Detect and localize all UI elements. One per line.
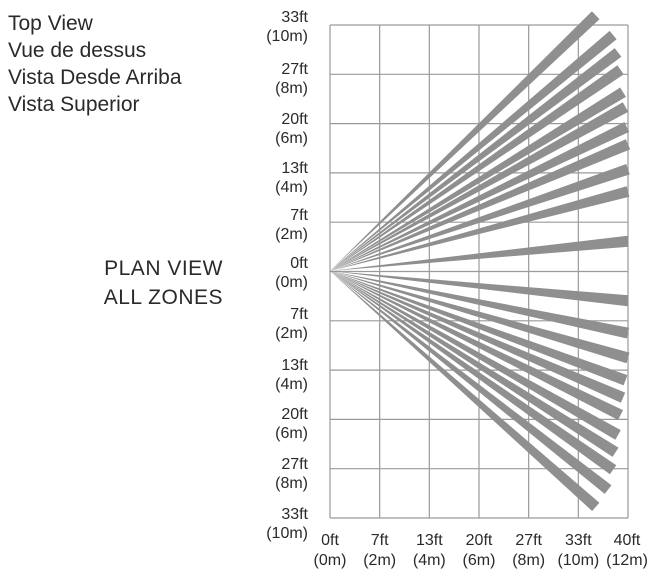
detection-beam: [330, 271, 623, 420]
y-tick-label-ft: 20ft: [281, 406, 308, 423]
y-tick-label-ft: 13ft: [281, 357, 308, 374]
detection-beam: [330, 11, 600, 272]
y-tick-label-m: (0m): [275, 274, 308, 291]
plan-view-line: ALL ZONES: [104, 286, 223, 309]
y-tick-label-ft: 33ft: [281, 9, 308, 26]
detection-beam: [330, 30, 617, 272]
x-axis-ticks: 0ft (0m) 7ft (2m) 13ft (4m) 20ft (6m) 27ft (8m) 33…: [314, 532, 648, 569]
detection-beam: [330, 164, 630, 271]
y-tick-label-ft: 33ft: [281, 506, 308, 523]
x-tick-label-ft: 27ft: [515, 532, 542, 549]
detection-beam: [330, 271, 600, 511]
detection-beam: [330, 271, 619, 457]
y-tick-label-m: (4m): [275, 179, 308, 196]
title-line: Top View: [8, 12, 94, 35]
y-tick-label-ft: 27ft: [281, 61, 308, 78]
y-tick-label-ft: 20ft: [281, 111, 308, 128]
detection-beam: [330, 139, 631, 271]
plan-view-line: PLAN VIEW: [104, 257, 223, 280]
x-tick-label-ft: 20ft: [466, 532, 493, 549]
x-tick-label-ft: 33ft: [565, 532, 592, 549]
y-tick-label-ft: 13ft: [281, 160, 308, 177]
detection-beam: [330, 271, 612, 494]
detection-beam: [330, 186, 630, 271]
detection-beam: [330, 87, 626, 271]
y-tick-label-ft: 7ft: [290, 207, 308, 224]
title-line: Vue de dessus: [8, 39, 146, 62]
y-tick-label-ft: 27ft: [281, 456, 308, 473]
title-block: Top View Vue de dessus Vista Desde Arrib…: [8, 12, 182, 116]
detection-beams: [330, 11, 631, 511]
x-tick-label-ft: 0ft: [321, 532, 339, 549]
y-tick-label-m: (8m): [275, 475, 308, 492]
detection-beam: [330, 122, 630, 271]
x-tick-label-m: (10m): [557, 552, 599, 569]
x-tick-label-m: (12m): [606, 552, 648, 569]
detection-beam: [330, 271, 617, 475]
detection-beam: [330, 271, 629, 307]
detection-beam: [330, 271, 630, 339]
detection-beam: [330, 271, 626, 403]
x-tick-label-ft: 13ft: [416, 532, 443, 549]
x-tick-label-m: (2m): [363, 552, 396, 569]
x-tick-label-m: (4m): [413, 552, 446, 569]
y-tick-label-m: (6m): [275, 425, 308, 442]
y-tick-label-ft: 0ft: [290, 255, 308, 272]
detection-beam: [330, 65, 624, 271]
detection-beam: [330, 102, 629, 271]
title-line: Vista Desde Arriba: [8, 66, 182, 89]
y-axis-ticks: 33ft (10m) 27ft (8m) 20ft (6m) 13ft (4m) 7ft (2m)…: [266, 9, 308, 542]
x-tick-label-ft: 40ft: [614, 532, 641, 549]
x-tick-label-m: (0m): [314, 552, 347, 569]
detection-beam: [330, 271, 630, 364]
detection-beam: [330, 271, 621, 440]
y-tick-label-m: (8m): [275, 80, 308, 97]
y-tick-label-m: (2m): [275, 325, 308, 342]
x-tick-label-ft: 7ft: [371, 532, 389, 549]
y-tick-label-m: (10m): [266, 525, 308, 542]
title-line: Vista Superior: [8, 93, 140, 116]
plan-view-label: PLAN VIEW ALL ZONES: [104, 257, 223, 309]
y-tick-label-m: (4m): [275, 376, 308, 393]
y-tick-label-m: (6m): [275, 130, 308, 147]
y-tick-label-ft: 7ft: [290, 306, 308, 323]
y-tick-label-m: (10m): [266, 28, 308, 45]
detection-beam: [330, 271, 628, 386]
detection-beam: [330, 235, 629, 271]
x-tick-label-m: (6m): [463, 552, 496, 569]
detection-beam: [330, 48, 622, 271]
y-tick-label-m: (2m): [275, 226, 308, 243]
x-tick-label-m: (8m): [512, 552, 545, 569]
